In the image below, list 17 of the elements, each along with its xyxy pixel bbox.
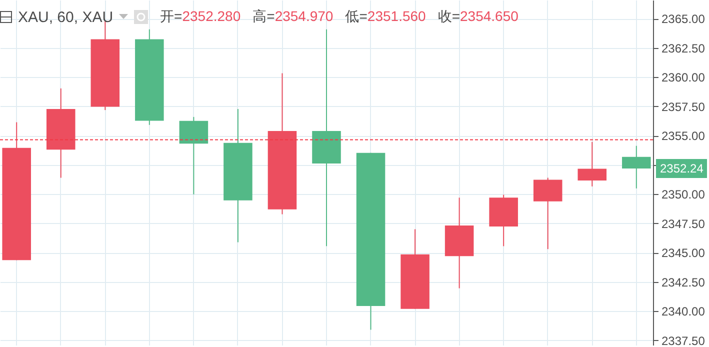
y-tick-label: 2357.50	[662, 100, 706, 114]
y-tick-label: 2337.50	[662, 334, 706, 347]
annotation: 开=2352.280	[160, 8, 241, 26]
y-tick-label: 2345.00	[662, 246, 706, 260]
y-tick-label: 2350.00	[662, 188, 706, 202]
y-tick-label: 2340.00	[662, 304, 706, 319]
text: 2352.24	[660, 162, 704, 176]
annotation: 高=2354.970	[252, 8, 334, 26]
annotation: 低=2351.560	[345, 8, 426, 26]
y-tick-label: 2355.00	[662, 129, 706, 144]
annotation: 收=2354.650	[438, 8, 518, 26]
text: XAU, 60, XAU	[18, 8, 114, 26]
y-tick-label: 2347.50	[662, 216, 706, 231]
y-tick-label: 2342.50	[662, 275, 706, 290]
y-tick-label: 2362.50	[662, 41, 706, 56]
y-tick-label: 2360.00	[662, 70, 706, 85]
y-tick-label: 2365.00	[662, 12, 706, 26]
